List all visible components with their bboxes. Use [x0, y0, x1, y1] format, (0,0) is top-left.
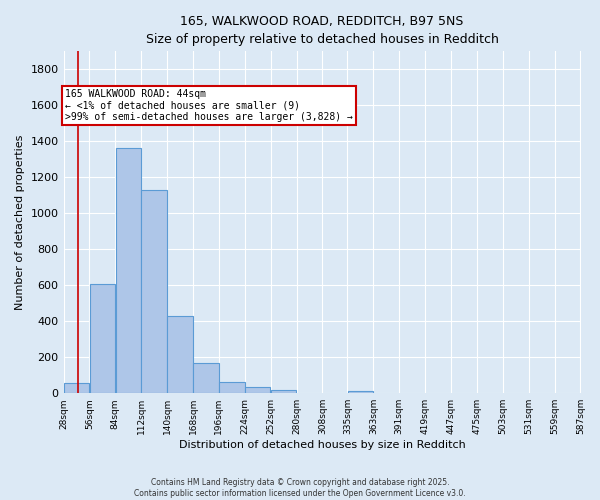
Y-axis label: Number of detached properties: Number of detached properties	[15, 134, 25, 310]
Bar	[271, 390, 296, 393]
Title: 165, WALKWOOD ROAD, REDDITCH, B97 5NS
Size of property relative to detached hous: 165, WALKWOOD ROAD, REDDITCH, B97 5NS Si…	[146, 15, 499, 46]
Bar	[142, 190, 167, 393]
Bar	[167, 316, 193, 393]
Bar	[193, 362, 218, 393]
Bar	[347, 391, 373, 393]
Bar	[245, 387, 271, 393]
Bar	[219, 382, 245, 393]
Text: Contains HM Land Registry data © Crown copyright and database right 2025.
Contai: Contains HM Land Registry data © Crown c…	[134, 478, 466, 498]
Text: 165 WALKWOOD ROAD: 44sqm
← <1% of detached houses are smaller (9)
>99% of semi-d: 165 WALKWOOD ROAD: 44sqm ← <1% of detach…	[65, 89, 353, 122]
X-axis label: Distribution of detached houses by size in Redditch: Distribution of detached houses by size …	[179, 440, 466, 450]
Bar	[116, 148, 141, 393]
Bar	[64, 384, 89, 393]
Bar	[89, 284, 115, 393]
